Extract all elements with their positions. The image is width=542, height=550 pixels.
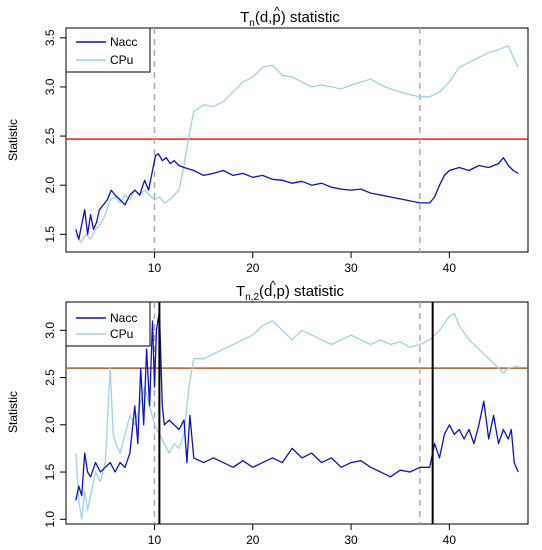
y-tick-label: 2.5 [43, 369, 57, 386]
title-hat: ^ [270, 278, 276, 292]
chart-panel-bottom: Tn,2(d,p) statistic ^ Statistic 10 20 30 40… [6, 278, 529, 547]
legend-label-nacc: Nacc [110, 35, 137, 49]
title-hat: ^ [274, 4, 280, 18]
x-tick-label: 20 [246, 533, 260, 547]
y-tick-label: 3.0 [43, 78, 57, 95]
y-tick-label: 1.0 [43, 511, 57, 528]
x-tick-label: 30 [344, 261, 358, 275]
series-line-nacc [75, 153, 519, 240]
legend-label-nacc: Nacc [110, 311, 137, 325]
chart-panel-top: Tn(d,p) statistic ^ Statistic 10 20 30 40 1.… [6, 4, 529, 275]
legend: Nacc CPu [65, 27, 151, 73]
x-tick-label: 20 [246, 261, 260, 275]
y-tick-label: 3.0 [43, 322, 57, 339]
series-line-nacc [75, 310, 519, 501]
plot-frame [65, 27, 529, 253]
y-tick-label: 3.5 [43, 29, 57, 46]
chart-title: Tn,2(d,p) statistic [236, 283, 345, 303]
plot-frame [65, 301, 529, 525]
y-axis-label: Statistic [6, 391, 20, 433]
x-tick-label: 10 [148, 533, 162, 547]
legend: Nacc CPu [65, 301, 151, 347]
legend-box [65, 301, 151, 347]
y-tick-label: 2.0 [43, 416, 57, 433]
series-line-cpu [75, 45, 519, 243]
legend-box [65, 27, 151, 73]
y-tick-label: 2.0 [43, 177, 57, 194]
x-tick-label: 40 [443, 533, 457, 547]
series-line-cpu [75, 312, 519, 520]
y-tick-label: 2.5 [43, 127, 57, 144]
x-tick-label: 30 [344, 533, 358, 547]
legend-label-cpu: CPu [110, 53, 133, 67]
chart-title: Tn(d,p) statistic [240, 9, 340, 29]
legend-label-cpu: CPu [110, 327, 133, 341]
y-tick-label: 1.5 [43, 463, 57, 480]
x-tick-label: 10 [148, 261, 162, 275]
y-tick-label: 1.5 [43, 226, 57, 243]
y-axis-label: Statistic [6, 119, 20, 161]
x-tick-label: 40 [443, 261, 457, 275]
